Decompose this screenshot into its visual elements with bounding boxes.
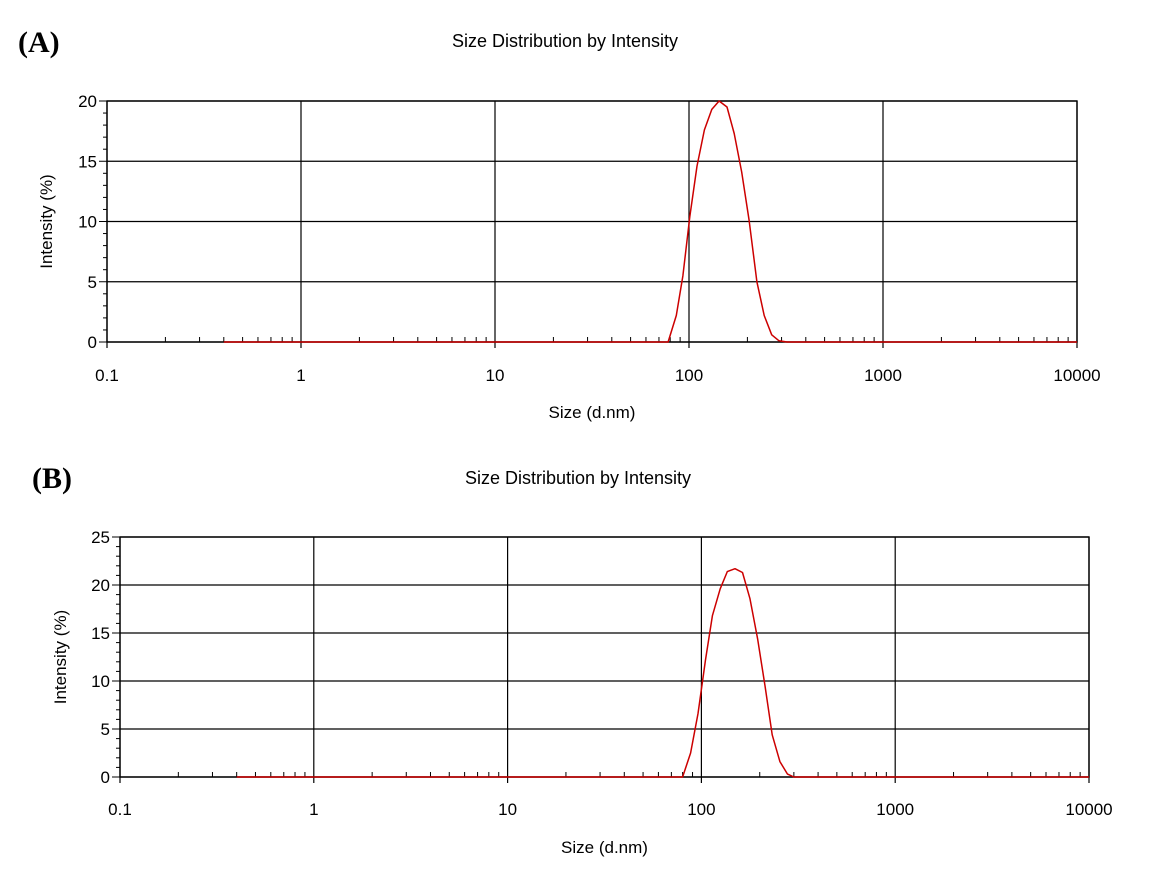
x-tick-label: 10000 — [1053, 366, 1100, 385]
chart-title: Size Distribution by Intensity — [465, 468, 691, 488]
panel-label-a: (A) — [18, 26, 60, 59]
x-tick-label: 10 — [486, 366, 505, 385]
y-tick-label: 0 — [101, 768, 110, 787]
panel-label-b: (B) — [32, 462, 72, 495]
series-line — [236, 567, 1089, 778]
y-tick-label: 10 — [78, 213, 97, 232]
x-tick-label: 100 — [687, 800, 715, 819]
x-tick-label: 10000 — [1065, 800, 1112, 819]
series-line — [223, 100, 1077, 343]
chart-a: Size Distribution by Intensity 0 5 10 15 20 0.… — [37, 31, 1101, 422]
x-tick-label: 1000 — [876, 800, 914, 819]
y-tick-label: 15 — [91, 624, 110, 643]
x-tick-label: 10 — [498, 800, 517, 819]
x-tick-label: 1000 — [864, 366, 902, 385]
y-tick-label: 5 — [101, 720, 110, 739]
y-tick-label: 10 — [91, 672, 110, 691]
x-tick-label: 100 — [675, 366, 703, 385]
x-axis-label: Size (d.nm) — [561, 838, 648, 857]
x-axis-label: Size (d.nm) — [549, 403, 636, 422]
y-tick-label: 5 — [88, 273, 97, 292]
y-tick-label: 0 — [88, 333, 97, 352]
chart-title: Size Distribution by Intensity — [452, 31, 678, 51]
y-tick-label: 20 — [91, 576, 110, 595]
x-tick-label: 1 — [296, 366, 305, 385]
y-axis-label: Intensity (%) — [51, 610, 70, 704]
x-tick-label: 0.1 — [108, 800, 132, 819]
x-tick-label: 0.1 — [95, 366, 119, 385]
plot-frame — [119, 536, 1090, 778]
y-tick-label: 25 — [91, 528, 110, 547]
chart-b: Size Distribution by Intensity 0 5 10 15 20 25… — [51, 468, 1113, 857]
x-tick-label: 1 — [309, 800, 318, 819]
y-tick-label: 20 — [78, 92, 97, 111]
y-tick-label: 15 — [78, 152, 97, 171]
y-axis-label: Intensity (%) — [37, 174, 56, 268]
